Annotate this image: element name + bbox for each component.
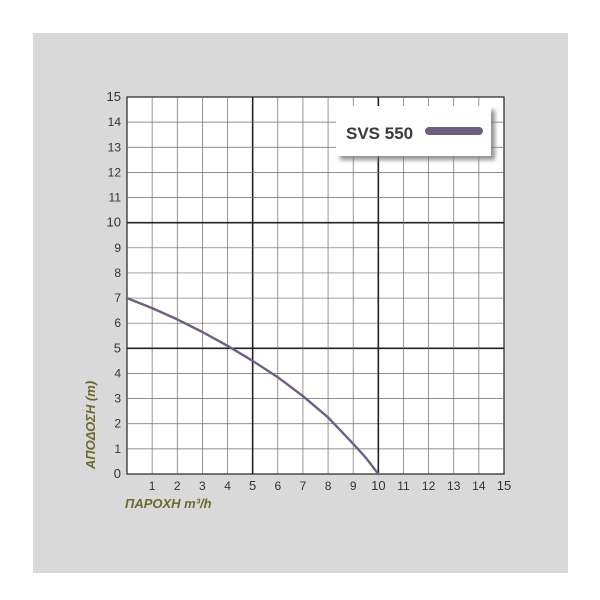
chart-panel: 1 2 3 4 5 6 7 8 9 10 11 12 13 14 15 0 1 2 3 4 5 6 7 8 9 10 11 12 13… — [33, 33, 568, 573]
y-tick-label: 5 — [114, 340, 121, 355]
x-tick-label: 2 — [174, 479, 181, 493]
series-line — [125, 296, 380, 476]
y-tick-label: 15 — [107, 89, 121, 104]
chart-svg: 1 2 3 4 5 6 7 8 9 10 11 12 13 14 15 012345678910111213… — [83, 89, 511, 511]
y-tick-label: 3 — [114, 392, 121, 406]
grid-lines — [127, 97, 504, 474]
series-layer — [125, 296, 380, 476]
x-tick-label: 3 — [199, 479, 206, 493]
y-tick-label: 7 — [114, 291, 121, 305]
plot-area — [126, 96, 505, 475]
y-axis-title: ΑΠΟΔΟΣΗ (m) — [83, 381, 98, 470]
x-tick-label: 14 — [472, 479, 486, 493]
y-tick-label: 0 — [114, 466, 121, 481]
legend-label: SVS 550 — [346, 124, 413, 143]
y-tick-label: 8 — [114, 266, 121, 280]
x-tick-label: 9 — [350, 479, 357, 493]
y-tick-label: 4 — [114, 366, 121, 380]
x-tick-label: 8 — [325, 479, 332, 493]
x-tick-label: 5 — [249, 478, 256, 493]
y-tick-label: 2 — [114, 417, 121, 431]
legend: SVS 550 — [336, 106, 491, 156]
x-tick-label: 1 — [149, 479, 156, 493]
y-tick-label: 14 — [108, 115, 122, 129]
x-axis-title: ΠΑΡΟΧΗ m³/h — [125, 496, 212, 511]
x-tick-label: 6 — [274, 479, 281, 493]
y-tick-label: 9 — [114, 241, 121, 255]
x-tick-label: 7 — [300, 479, 307, 493]
y-tick-label: 12 — [108, 165, 122, 179]
x-tick-label: 10 — [371, 478, 385, 493]
x-tick-label: 12 — [422, 479, 436, 493]
x-tick-label: 11 — [397, 479, 410, 493]
y-tick-label: 13 — [108, 140, 122, 154]
y-tick-label: 6 — [114, 316, 121, 330]
y-tick-label: 10 — [107, 215, 121, 230]
y-tick-label: 11 — [109, 191, 122, 205]
y-tick-label: 1 — [114, 442, 121, 456]
x-tick-labels: 1 2 3 4 5 6 7 8 9 10 11 12 13 14 15 — [149, 478, 511, 493]
x-tick-label: 4 — [224, 479, 231, 493]
x-tick-label: 13 — [447, 479, 461, 493]
x-tick-label: 15 — [497, 478, 511, 493]
